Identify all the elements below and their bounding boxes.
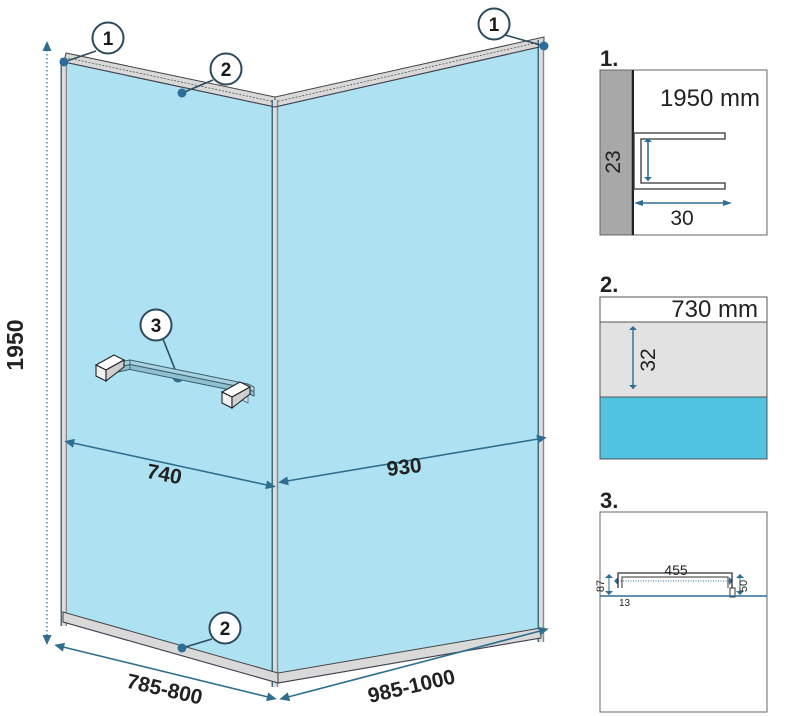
- svg-text:2: 2: [221, 60, 232, 81]
- svg-text:50: 50: [738, 580, 750, 592]
- svg-text:1950 mm: 1950 mm: [660, 85, 760, 112]
- svg-text:1: 1: [489, 15, 500, 36]
- svg-text:2.: 2.: [600, 272, 618, 297]
- svg-text:23: 23: [602, 150, 625, 173]
- svg-text:1.: 1.: [600, 46, 618, 71]
- svg-text:730 mm: 730 mm: [671, 296, 758, 323]
- svg-text:3.: 3.: [600, 488, 618, 513]
- svg-text:1: 1: [103, 29, 114, 50]
- svg-text:1950: 1950: [2, 319, 28, 370]
- svg-text:930: 930: [385, 454, 423, 481]
- svg-text:2: 2: [220, 619, 231, 640]
- svg-text:455: 455: [664, 562, 688, 578]
- svg-text:13: 13: [619, 598, 631, 609]
- svg-text:87: 87: [595, 580, 607, 592]
- svg-text:32: 32: [637, 348, 660, 371]
- svg-text:3: 3: [151, 316, 162, 337]
- svg-text:30: 30: [670, 207, 693, 230]
